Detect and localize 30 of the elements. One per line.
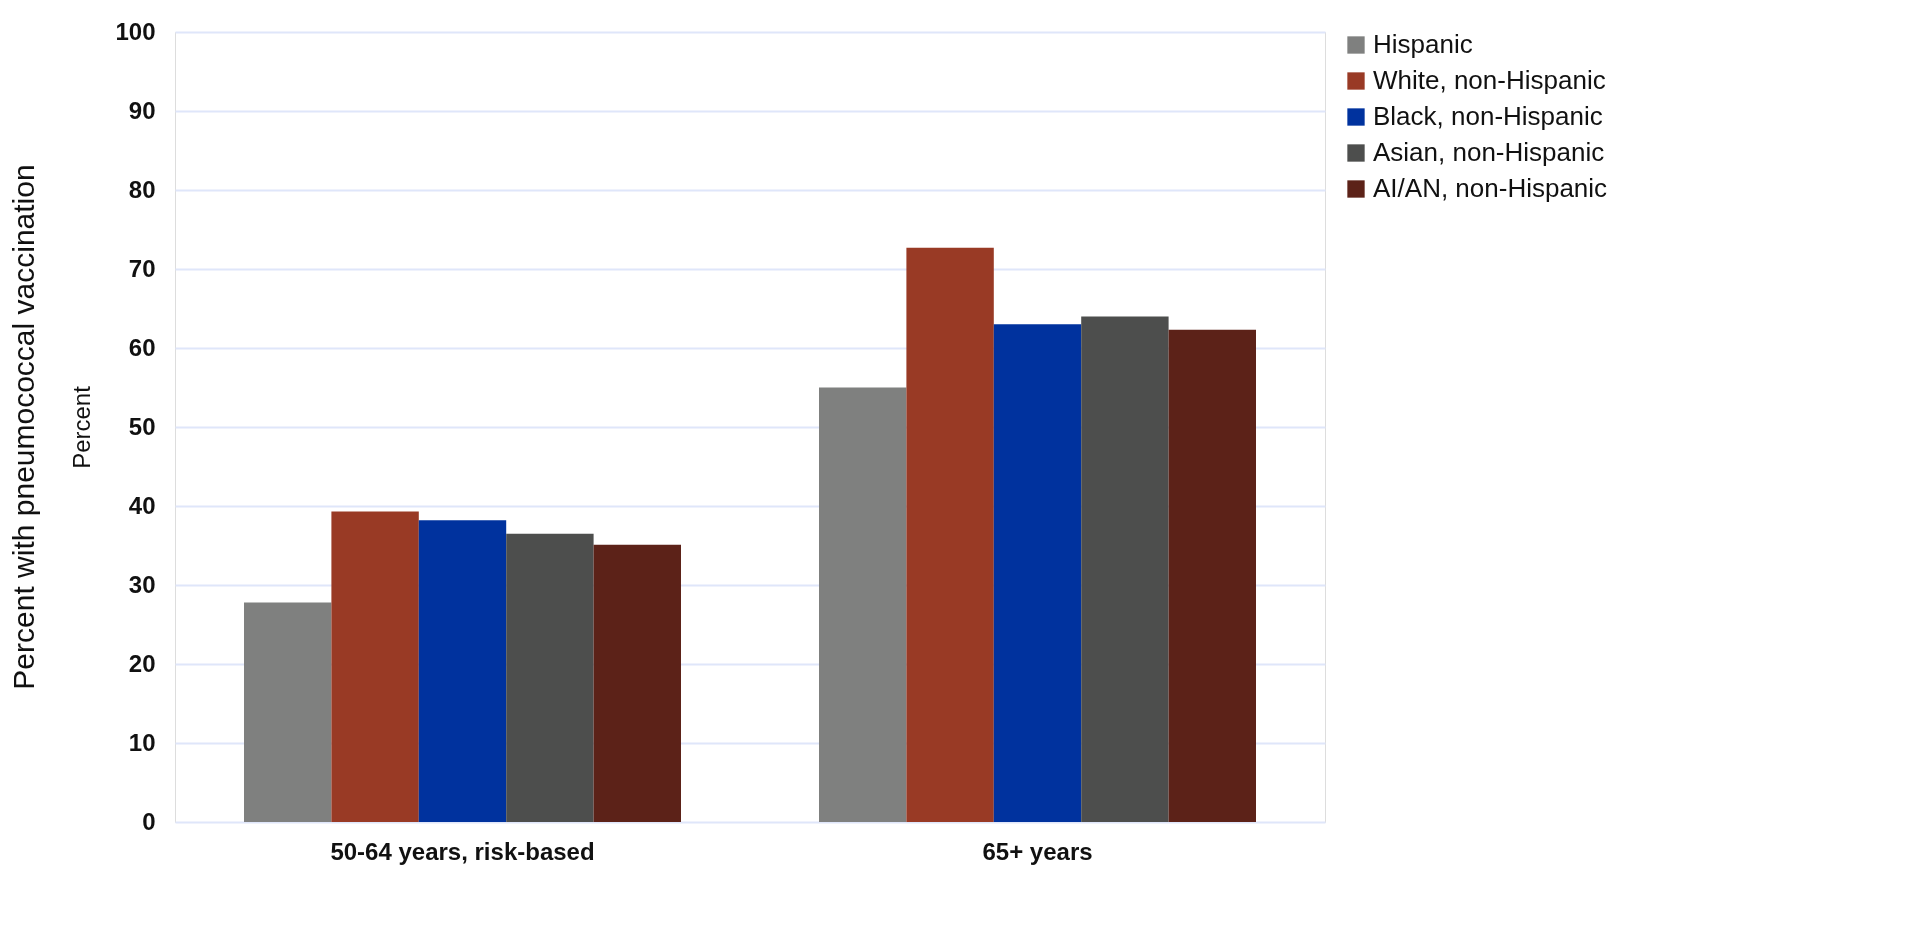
bar	[593, 544, 681, 822]
bar	[244, 602, 332, 822]
y-tick-label: 70	[128, 254, 156, 282]
bar	[819, 387, 907, 822]
bar	[418, 520, 507, 822]
y-tick-label: 50	[128, 412, 156, 440]
y-tick-label: 90	[128, 96, 156, 124]
y-tick-label: 80	[128, 175, 156, 203]
y-tick-label: 60	[128, 333, 156, 361]
legend-label: Asian, non-Hispanic	[1373, 137, 1605, 167]
y-tick-label: 40	[128, 491, 156, 519]
bar	[1081, 316, 1169, 822]
bar	[993, 324, 1082, 822]
y-axis-title: Percent	[68, 385, 96, 469]
legend-label: Black, non-Hispanic	[1373, 101, 1603, 131]
bar	[1168, 329, 1256, 822]
legend-label: White, non-Hispanic	[1373, 65, 1606, 95]
bar	[506, 533, 594, 822]
legend-label: AI/AN, non-Hispanic	[1373, 173, 1608, 203]
y-tick-label: 20	[128, 649, 156, 677]
text: Percent with pneumococcal vaccination	[7, 164, 40, 690]
y-tick-label: 30	[128, 570, 156, 598]
y-tick-label: 10	[128, 728, 156, 756]
bar	[906, 247, 994, 822]
x-tick-label: 65+ years	[982, 837, 1093, 865]
bar	[331, 511, 419, 822]
x-tick-label: 50-64 years, risk-based	[330, 837, 595, 865]
y-tick-label: 100	[115, 17, 156, 45]
y-tick-label: 0	[142, 807, 156, 835]
legend-label: Hispanic	[1373, 29, 1473, 59]
